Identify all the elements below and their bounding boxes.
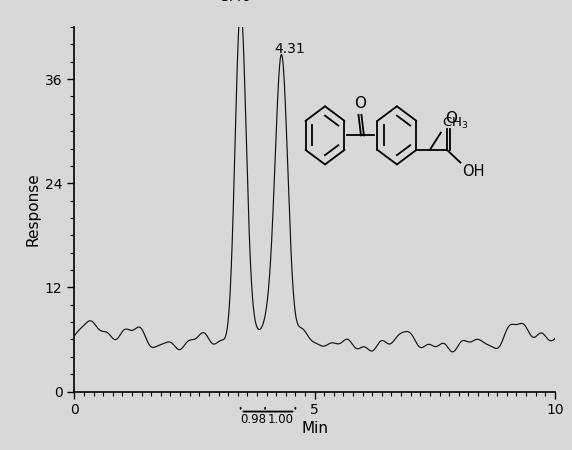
Y-axis label: Response: Response (26, 172, 41, 246)
Text: 4.31: 4.31 (275, 42, 305, 56)
Text: 0.98: 0.98 (240, 414, 266, 426)
Text: 3.46: 3.46 (221, 0, 252, 4)
Text: 1.00: 1.00 (267, 414, 293, 426)
X-axis label: Min: Min (301, 422, 328, 436)
